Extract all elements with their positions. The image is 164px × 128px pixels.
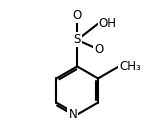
Text: CH₃: CH₃ [119, 60, 141, 73]
Text: S: S [73, 33, 81, 46]
Text: O: O [94, 43, 103, 56]
Text: O: O [72, 9, 82, 22]
Text: N: N [68, 108, 77, 121]
Text: OH: OH [99, 17, 117, 30]
